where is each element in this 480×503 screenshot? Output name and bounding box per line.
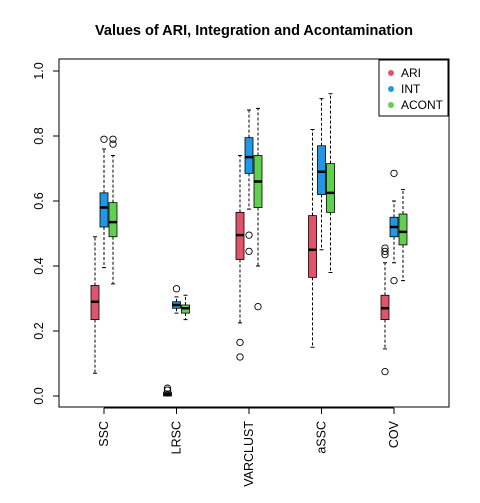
box-acont-ssc [108,135,118,285]
y-tick-label: 0.0 [32,387,46,404]
box-ari-lrsc [163,384,172,397]
outlier-point [163,384,172,392]
outlier-point [236,338,244,347]
x-tick-label: LRSC [170,421,184,454]
legend-label-int: INT [401,82,421,96]
box-int-varclust [244,109,254,256]
box-int-ssc [99,135,109,269]
box-iqr [326,163,335,213]
box-acont-assc [326,93,335,273]
box-ari-assc [308,129,317,348]
legend: ARI INT ACONT [378,59,449,117]
y-tick-label: 0.6 [32,192,46,209]
outlier-point [109,140,117,148]
x-axis: SSC LRSC VARCLUST aSSC COV [97,407,401,487]
box-iqr [308,215,317,278]
outlier-point [100,135,108,143]
y-tick-label: 0.8 [32,127,46,144]
outlier-point [245,231,253,239]
x-tick-label: SSC [97,421,111,447]
box-iqr [99,192,109,228]
box-int-assc [317,98,326,251]
box-int-cov [389,169,399,285]
box-iqr [244,137,254,174]
box-acont-cov [398,189,408,282]
outlier-point [163,386,172,394]
series-int [99,98,399,314]
legend-swatch-int [388,86,394,92]
x-tick-label: aSSC [315,421,329,454]
outlier-point [390,276,398,285]
outlier-point [381,244,389,252]
series-acont [108,93,408,321]
outlier-point [254,302,262,311]
y-tick-label: 0.4 [32,257,46,274]
box-ari-ssc [90,236,100,374]
box-iqr [398,213,408,246]
x-tick-label: COV [387,420,401,448]
legend-swatch-ari [388,70,394,76]
box-int-lrsc [172,285,181,314]
outlier-point [236,353,244,361]
chart-title: Values of ARI, Integration and Acontamin… [95,23,413,39]
series-ari [90,129,390,397]
box-ari-cov [380,244,390,376]
box-series-group [90,93,408,397]
box-ari-varclust [235,155,245,361]
outlier-point [381,247,389,256]
outlier-point [172,285,181,293]
box-acont-lrsc [181,294,190,321]
outlier-point [109,135,117,143]
legend-label-acont: ACONT [401,98,444,112]
y-tick-label: 1.0 [32,62,46,79]
y-axis: 0.0 0.2 0.4 0.6 0.8 1.0 [32,62,60,405]
x-tick-label: VARCLUST [242,421,256,487]
box-iqr [317,145,326,195]
legend-label-ari: ARI [401,66,421,80]
y-tick-label: 0.2 [32,322,46,339]
outlier-point [390,169,398,178]
outlier-point [245,247,253,256]
box-acont-varclust [253,107,263,311]
box-iqr [108,202,118,238]
outlier-point [381,367,389,376]
legend-swatch-acont [388,102,394,108]
